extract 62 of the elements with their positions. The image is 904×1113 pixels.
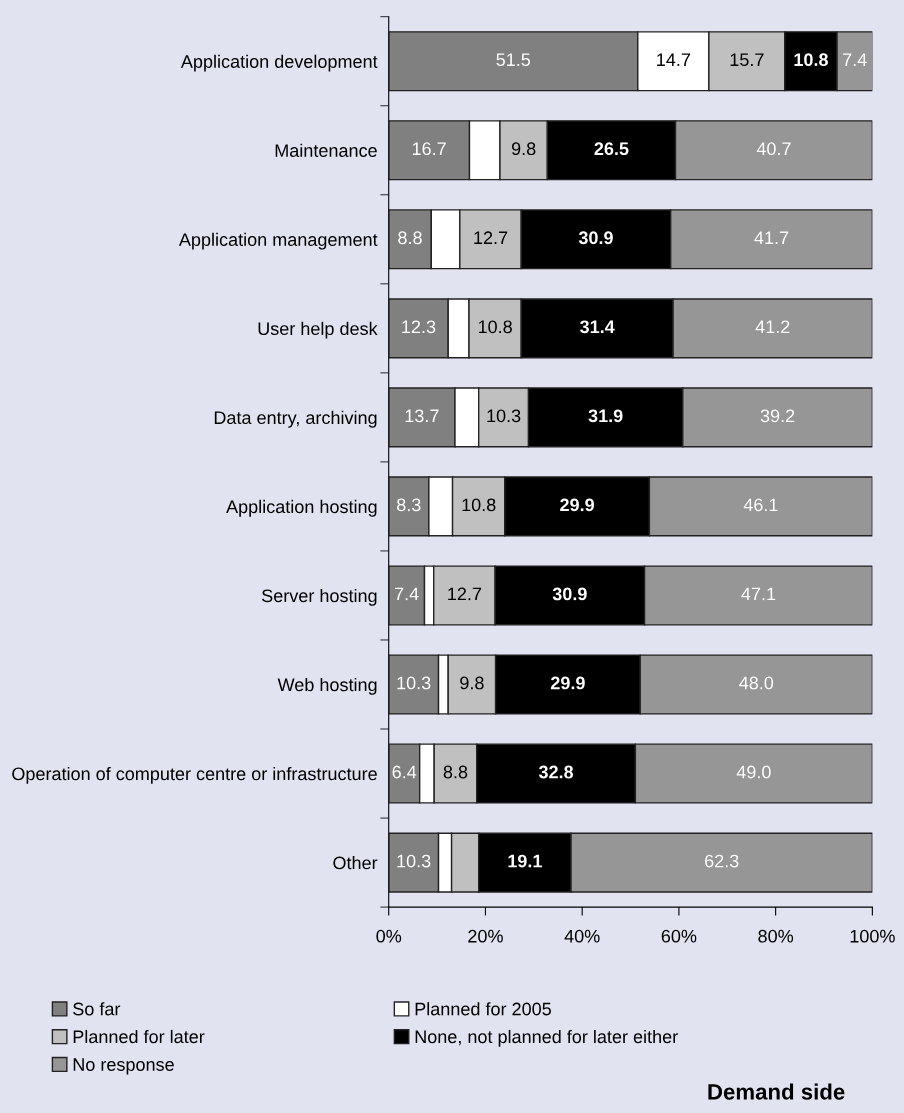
data-label: 49.0	[736, 765, 771, 779]
data-label: 31.9	[588, 409, 623, 423]
data-label: 7.4	[843, 53, 867, 66]
y-tick-label: Other	[333, 856, 378, 870]
data-label: 7.4	[394, 587, 419, 601]
data-label: 13.7	[405, 409, 439, 423]
data-label: 10.3	[487, 409, 521, 423]
data-label: 41.7	[754, 231, 789, 244]
data-label: 12.7	[474, 231, 508, 244]
data-label: 10.3	[397, 854, 431, 868]
data-label: 31.4	[580, 320, 615, 334]
data-label: 30.9	[552, 587, 587, 601]
data-label: 41.2	[755, 320, 790, 333]
x-tick-label: 60%	[661, 929, 697, 943]
data-label: 15.7	[730, 53, 764, 67]
legend-label: None, not planned for later either	[415, 1029, 678, 1047]
y-tick-label: Maintenance	[275, 143, 377, 157]
x-tick-label: 100%	[850, 929, 895, 943]
data-label: 26.5	[594, 142, 629, 156]
legend-label: Planned for later	[73, 1029, 205, 1044]
legend-label: No response	[73, 1058, 174, 1075]
y-tick-label: Application development	[180, 54, 378, 72]
data-label: 10.8	[462, 498, 496, 512]
y-tick-label: Data entry, archiving	[214, 410, 377, 428]
data-label: 51.5	[496, 53, 531, 67]
x-tick-label: 0%	[376, 929, 402, 943]
data-label: 29.9	[560, 498, 594, 512]
x-tick-label: 20%	[468, 929, 503, 943]
y-tick-label: Application hosting	[226, 499, 377, 517]
y-tick-label: Web hosting	[277, 677, 377, 695]
data-label: 48.0	[739, 676, 774, 690]
data-label: 12.3	[402, 320, 436, 334]
data-label: 9.8	[460, 676, 484, 690]
data-label: 39.2	[760, 409, 795, 423]
y-tick-label: Application management	[178, 232, 378, 250]
data-label: 9.8	[511, 142, 536, 156]
data-label: 30.9	[578, 231, 613, 245]
data-label: 40.7	[756, 142, 791, 156]
data-label: 6.4	[392, 765, 417, 779]
data-label: 29.9	[550, 676, 585, 690]
data-label: 8.3	[397, 498, 421, 512]
y-tick-label: Operation of computer centre or infrastructure	[12, 766, 377, 784]
data-label: 10.3	[397, 676, 431, 690]
data-label: 14.7	[657, 53, 691, 66]
legend-label: So far	[73, 1002, 121, 1016]
y-tick-label: User help desk	[258, 321, 378, 339]
data-label: 32.8	[538, 765, 574, 779]
data-label: 12.7	[448, 587, 482, 601]
data-label: 46.1	[743, 498, 778, 512]
x-tick-label: 80%	[758, 929, 794, 943]
y-tick-label: Server hosting	[262, 588, 377, 606]
data-label: 10.8	[478, 320, 512, 334]
legend-label: Planned for 2005	[415, 1002, 551, 1016]
text: Demand side	[708, 1083, 845, 1100]
x-tick-label: 40%	[564, 929, 600, 943]
data-label: 16.7	[412, 142, 446, 156]
data-label: 10.8	[794, 53, 828, 67]
data-label: 8.8	[443, 765, 468, 779]
data-label: 8.8	[398, 231, 422, 245]
data-label: 62.3	[705, 854, 739, 868]
data-label: 19.1	[508, 854, 542, 868]
data-label: 47.1	[741, 587, 776, 601]
